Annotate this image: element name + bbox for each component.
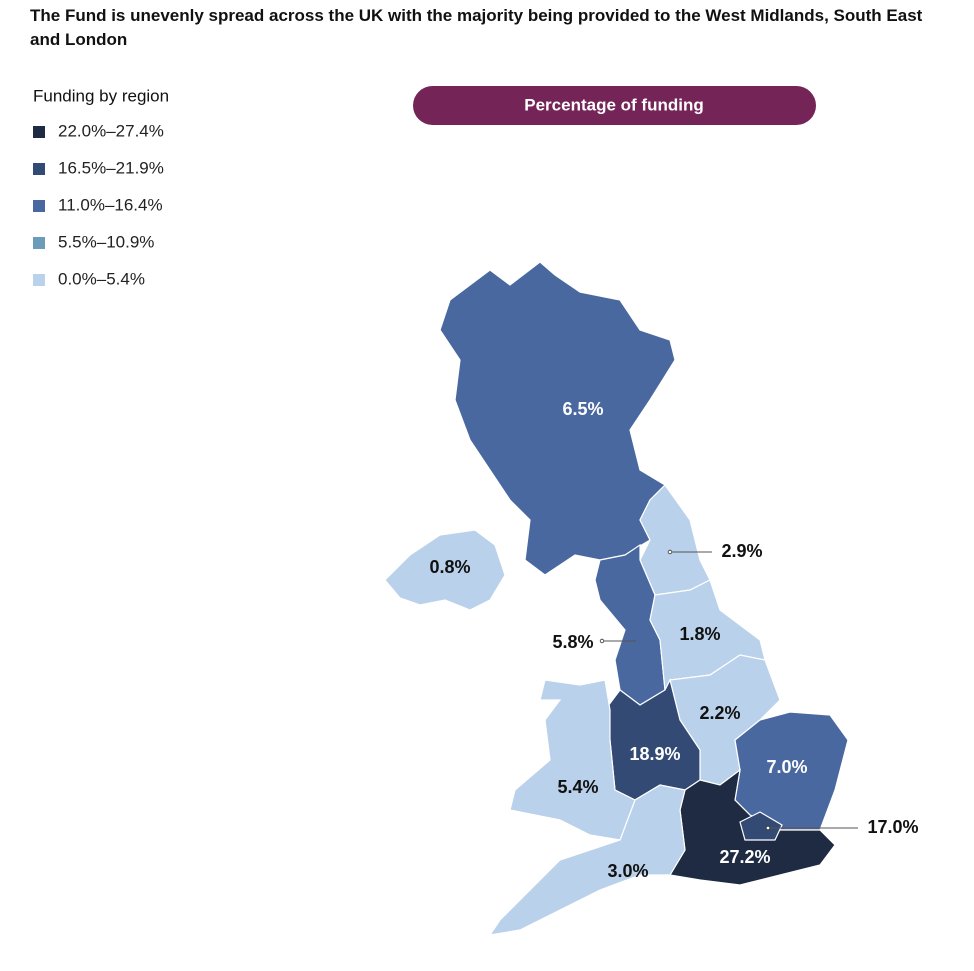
region-label: 1.8% <box>679 624 720 644</box>
legend-swatch <box>33 237 45 249</box>
region-label: 6.5% <box>562 399 603 419</box>
leader-dot <box>599 638 605 644</box>
legend-swatch <box>33 274 45 286</box>
region <box>488 784 686 936</box>
region-label: 17.0% <box>867 817 918 837</box>
region <box>639 484 711 596</box>
region-label: 2.2% <box>699 703 740 723</box>
region-label: 5.8% <box>552 632 593 652</box>
region-label: 0.8% <box>429 557 470 577</box>
region-labels: 6.5% 0.8% 2.9% 5.8% 1.8% 2.2% 18.9% 7.0% 27.2% 17… <box>429 399 918 881</box>
legend-title: Funding by region <box>33 86 169 105</box>
region <box>439 261 676 576</box>
region-label: 18.9% <box>629 744 680 764</box>
region-label: 7.0% <box>766 757 807 777</box>
legend-swatch <box>33 200 45 212</box>
legend-swatch <box>33 126 45 138</box>
leader-dot <box>667 549 673 555</box>
region-label: 27.2% <box>719 847 770 867</box>
legend: 22.0%–27.4% 16.5%–21.9% 11.0%–16.4% 5.5%–10… <box>33 121 164 288</box>
title-box: The Fund is unevenly spread across the U… <box>30 6 923 49</box>
title: The Fund is unevenly spread across the U… <box>30 6 923 49</box>
region <box>739 811 783 841</box>
regions <box>384 261 849 936</box>
legend-label: 22.0%–27.4% <box>58 121 164 140</box>
legend-label: 5.5%–10.9% <box>58 232 154 251</box>
legend-label: 0.0%–5.4% <box>58 269 145 288</box>
region-label: 3.0% <box>607 861 648 881</box>
map-heading: Percentage of funding <box>524 95 703 114</box>
leader-dot <box>765 825 771 831</box>
region-label: 2.9% <box>721 541 762 561</box>
legend-label: 16.5%–21.9% <box>58 158 164 177</box>
region-label: 5.4% <box>557 777 598 797</box>
region <box>384 529 506 611</box>
heading-pill <box>413 86 816 125</box>
region <box>509 679 636 841</box>
legend-label: 11.0%–16.4% <box>58 195 163 214</box>
legend-swatch <box>33 163 45 175</box>
